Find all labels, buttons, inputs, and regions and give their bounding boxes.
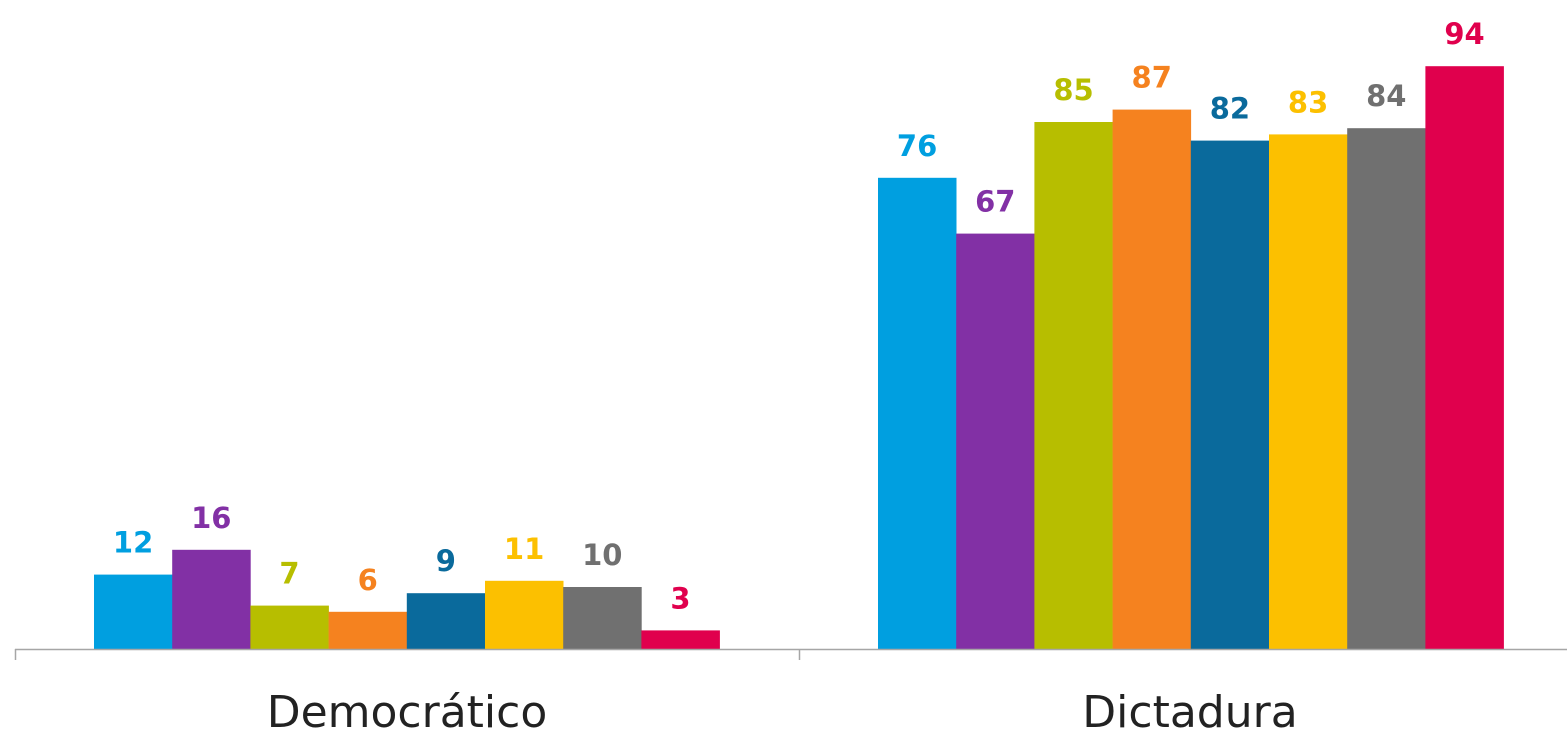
bar-dictadura-6 [1269,134,1348,649]
data-label-democratico-6: 11 [504,532,544,566]
bar-democratico-1 [94,574,173,649]
bar-democratico-6 [485,580,564,649]
bar-dictadura-2 [956,233,1035,649]
bar-democratico-8 [641,630,720,649]
bar-dictadura-1 [878,177,957,650]
data-label-democratico-2: 16 [191,501,231,535]
bar-democratico-4 [328,611,408,649]
bar-dictadura-8 [1425,66,1504,649]
data-label-dictadura-6: 83 [1288,85,1328,119]
data-label-dictadura-5: 82 [1210,92,1250,126]
category-label-dictadura: Dictadura [1082,687,1297,731]
data-label-democratico-3: 7 [279,557,299,591]
data-label-dictadura-8: 94 [1444,17,1484,51]
bar-dictadura-7 [1347,128,1426,649]
data-label-democratico-4: 6 [358,563,378,597]
data-label-democratico-5: 9 [436,544,456,578]
bar-dictadura-3 [1034,122,1113,649]
data-label-dictadura-1: 76 [897,129,937,163]
bar-democratico-5 [406,593,486,649]
data-label-democratico-8: 3 [670,581,690,615]
bar-dictadura-5 [1190,140,1270,649]
data-label-dictadura-2: 67 [975,185,1015,219]
data-label-dictadura-7: 84 [1366,79,1406,113]
data-label-democratico-1: 12 [113,526,153,560]
data-label-dictadura-4: 87 [1132,61,1172,95]
data-label-dictadura-3: 85 [1053,73,1093,107]
bars-layer [94,66,1504,650]
data-label-democratico-7: 10 [582,538,622,572]
bar-democratico-3 [250,605,329,649]
bar-democratico-2 [172,549,251,649]
x-axis [14,648,1567,660]
category-label-democratico: Democrático [267,687,548,731]
bar-democratico-7 [563,587,642,649]
category-labels-layer: Democrático Dictadura [267,687,1298,731]
bar-dictadura-4 [1112,109,1192,650]
